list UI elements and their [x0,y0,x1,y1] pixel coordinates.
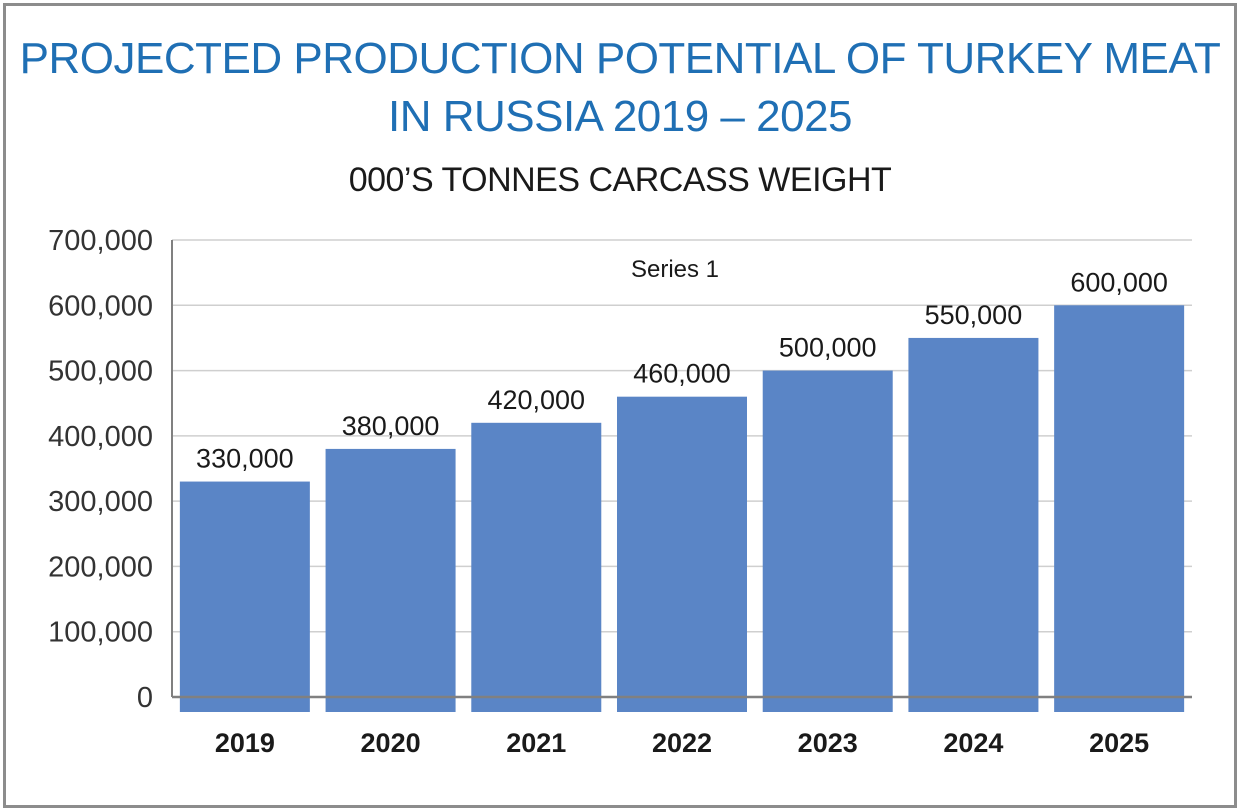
x-tick-label-2021: 2021 [506,728,566,758]
bar-2025 [1054,305,1185,712]
x-tick-label-2020: 2020 [361,728,421,758]
chart-title-line-1: PROJECTED PRODUCTION POTENTIAL OF TURKEY… [19,34,1221,83]
y-tick-label: 700,000 [48,225,153,257]
bar-2020 [325,448,456,712]
data-label-2025: 600,000 [1070,267,1168,297]
bar-2021 [471,422,602,712]
data-label-2020: 380,000 [342,411,440,441]
data-label-2021: 420,000 [487,385,585,415]
y-tick-label: 400,000 [48,421,153,453]
chart-title-line-2: IN RUSSIA 2019 – 2025 [387,92,853,141]
chart-subtitle: 000’S TONNES CARCASS WEIGHT [348,161,892,199]
y-tick-label: 0 [137,682,153,714]
bar-2023 [762,370,893,712]
y-tick-label: 200,000 [48,551,153,583]
data-label-2019: 330,000 [196,444,294,474]
y-tick-label: 600,000 [48,290,153,322]
y-tick-label: 500,000 [48,356,153,388]
data-label-2022: 460,000 [633,359,731,389]
y-tick-label: 300,000 [48,486,153,518]
data-label-2023: 500,000 [779,333,877,363]
x-tick-label-2023: 2023 [798,728,858,758]
y-tick-label: 100,000 [48,617,153,649]
bar-2022 [617,396,747,712]
legend-series-label: Series 1 [631,256,719,283]
x-tick-label-2022: 2022 [652,728,712,758]
bar-2019 [179,481,310,712]
x-tick-label-2024: 2024 [943,728,1003,758]
data-label-2024: 550,000 [925,300,1023,330]
x-tick-label-2025: 2025 [1089,728,1149,758]
bar-2024 [908,337,1039,712]
x-tick-label-2019: 2019 [215,728,275,758]
